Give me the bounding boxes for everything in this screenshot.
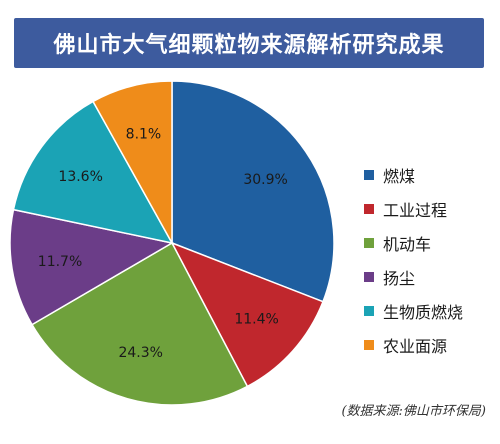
- legend-item-1: 燃煤: [364, 158, 463, 192]
- pie-slice-6: [92, 80, 173, 246]
- chart-title: 佛山市大气细颗粒物来源解析研究成果: [53, 33, 445, 58]
- legend-label: 机动车: [383, 235, 432, 254]
- pie-slice-3: [31, 241, 249, 406]
- legend-swatch: [364, 306, 374, 316]
- source-note: (数据来源:佛山市环保局): [341, 404, 486, 419]
- legend-item-6: 农业面源: [364, 328, 463, 362]
- legend-label: 农业面源: [383, 337, 448, 356]
- legend-label: 燃煤: [383, 167, 416, 186]
- pie-slice-1: [171, 80, 335, 303]
- legend-swatch: [364, 204, 374, 214]
- title-banner: 佛山市大气细颗粒物来源解析研究成果: [14, 18, 484, 68]
- pie-slice-4: [9, 208, 175, 326]
- pie-slice-2: [170, 241, 324, 388]
- slice-label-6: 8.1%: [126, 126, 162, 142]
- legend-label: 工业过程: [383, 201, 448, 220]
- slice-label-1: 30.9%: [243, 172, 287, 188]
- legend-swatch: [364, 340, 374, 350]
- slice-label-3: 24.3%: [118, 345, 162, 361]
- legend-label: 生物质燃烧: [383, 303, 464, 322]
- pie-slice-5: [12, 100, 174, 245]
- legend-label: 扬尘: [383, 269, 416, 288]
- legend-swatch: [364, 170, 374, 180]
- slice-label-4: 11.7%: [38, 254, 82, 270]
- legend-item-4: 扬尘: [364, 260, 463, 294]
- legend-swatch: [364, 272, 374, 282]
- legend-swatch: [364, 238, 374, 248]
- legend-item-5: 生物质燃烧: [364, 294, 463, 328]
- chart-legend: 燃煤工业过程机动车扬尘生物质燃烧农业面源: [364, 158, 463, 362]
- legend-item-2: 工业过程: [364, 192, 463, 226]
- slice-label-5: 13.6%: [58, 169, 102, 185]
- legend-item-3: 机动车: [364, 226, 463, 260]
- slice-label-2: 11.4%: [234, 312, 278, 328]
